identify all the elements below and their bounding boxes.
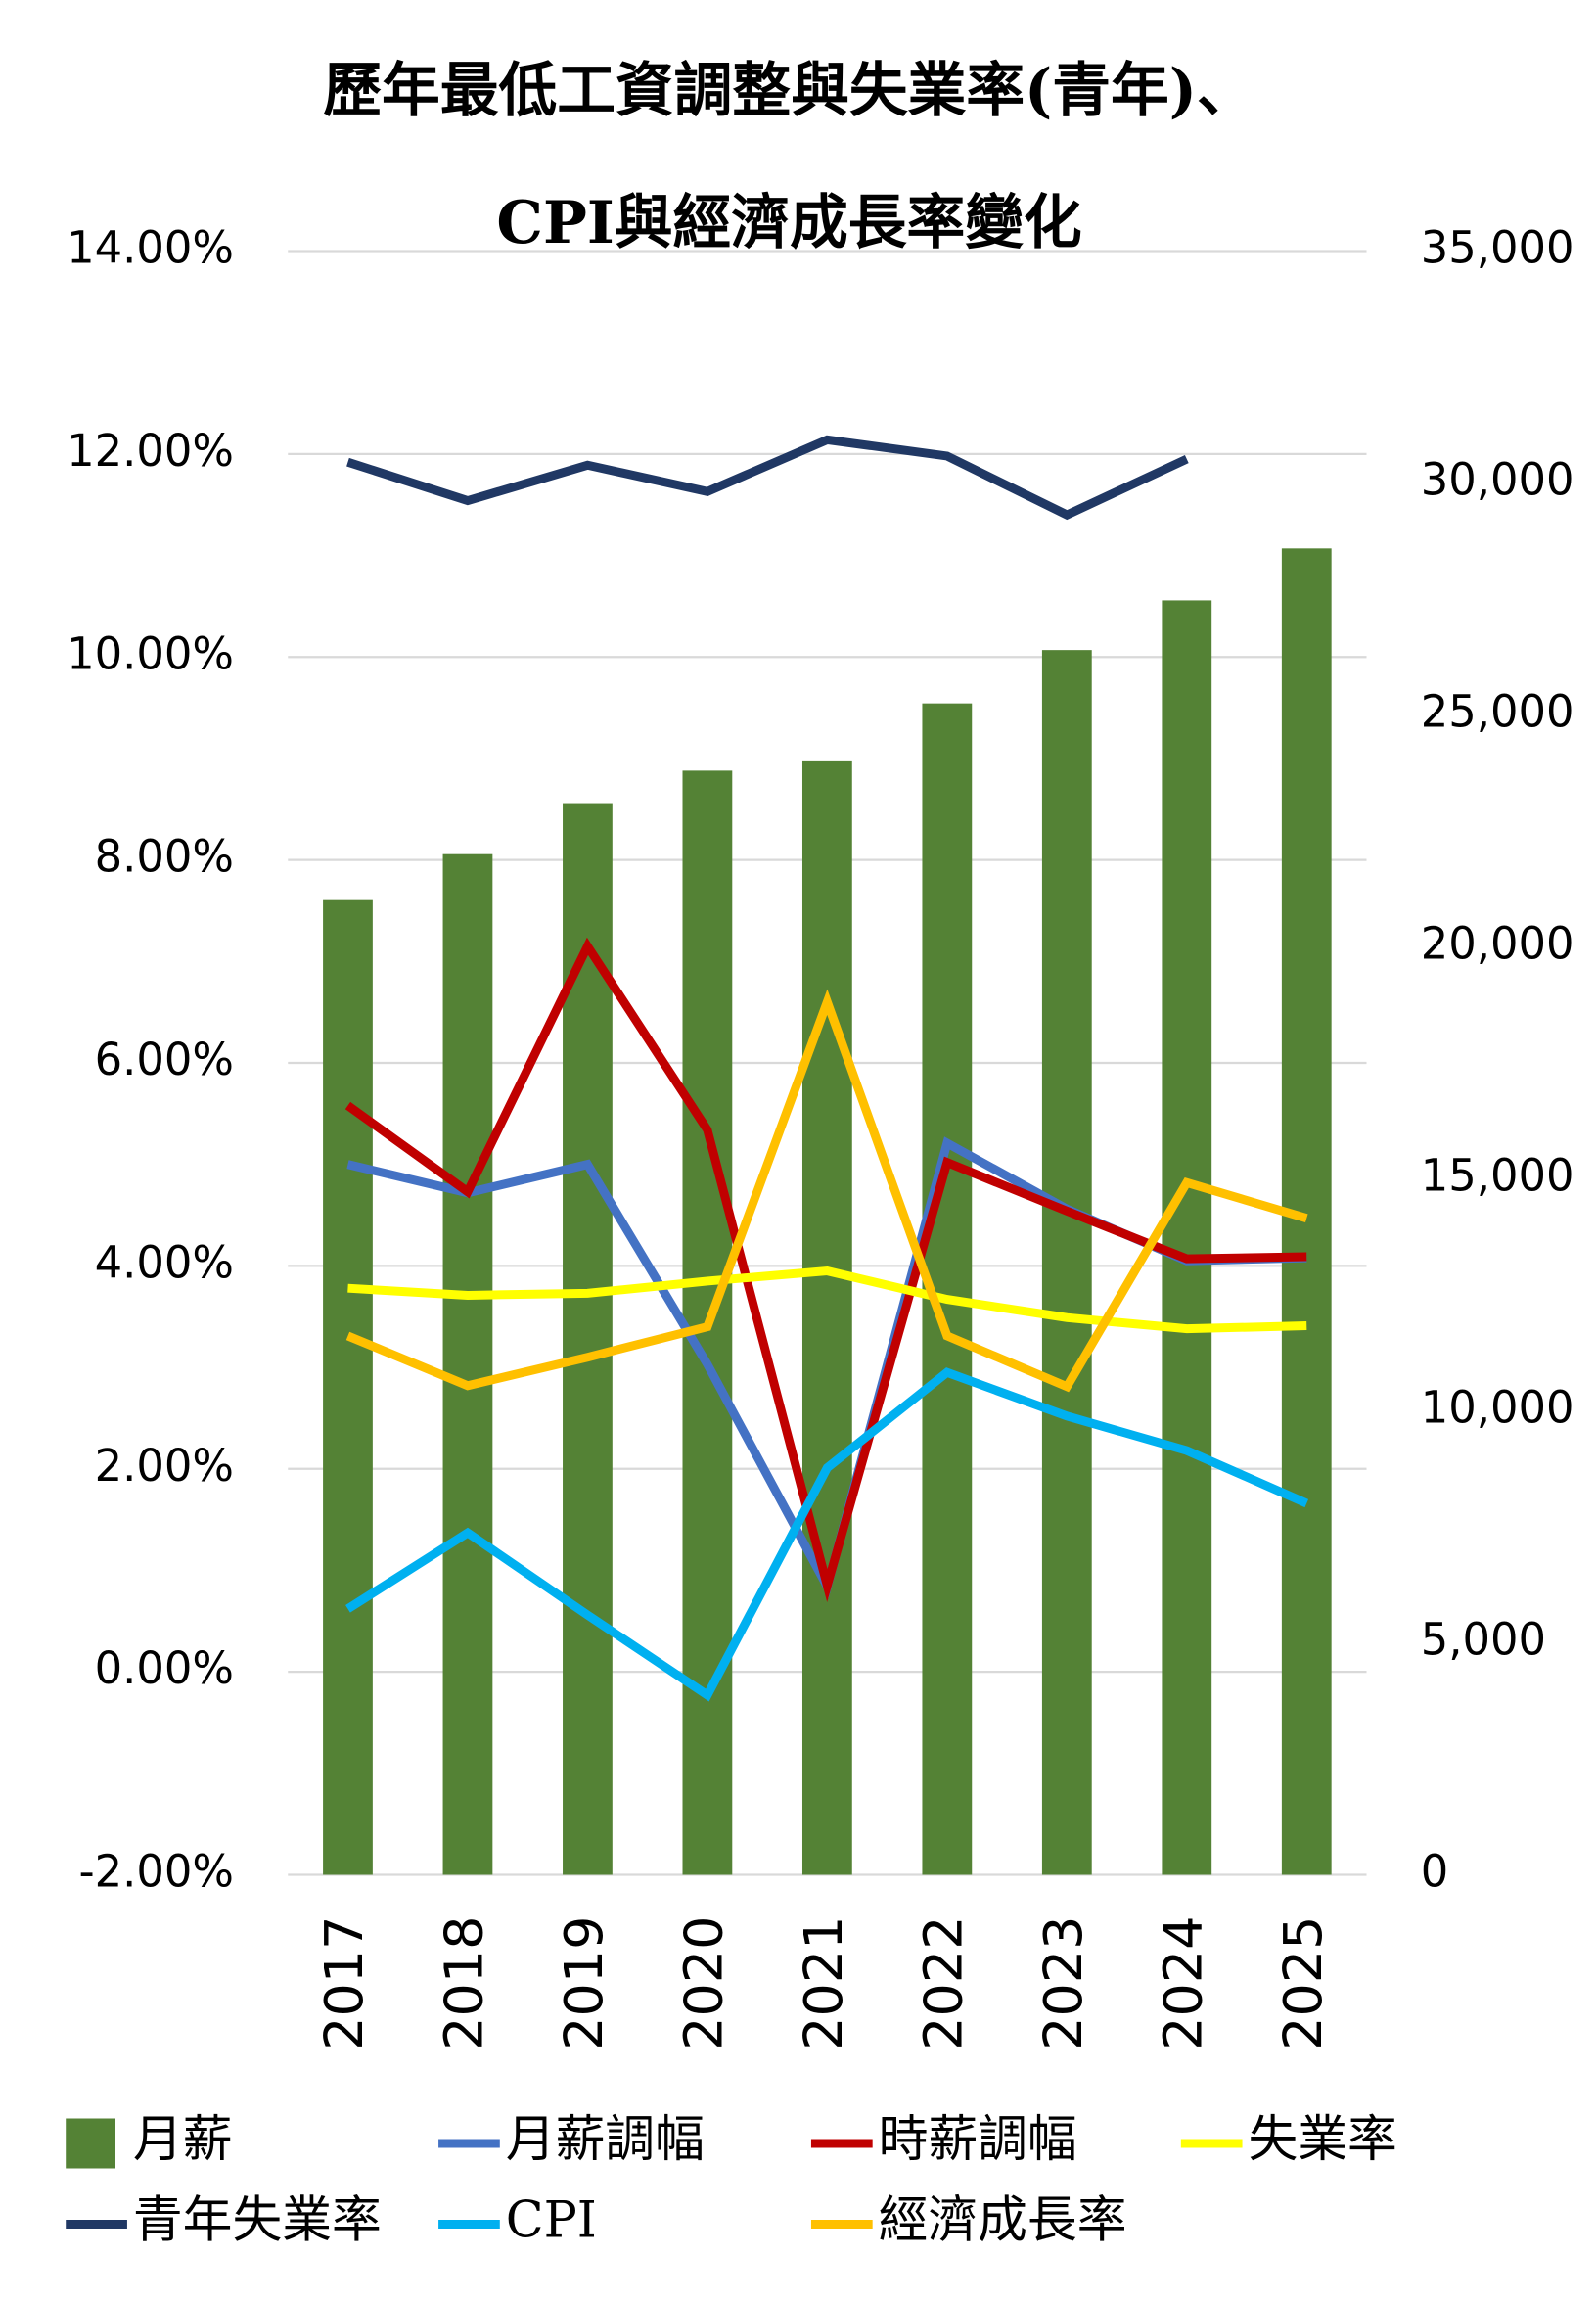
y2-tick-label: 0 xyxy=(1421,1845,1449,1897)
bar xyxy=(801,760,852,1875)
x-tick-label: 2023 xyxy=(1032,1916,1094,2050)
legend-swatch xyxy=(66,2118,115,2169)
legend-label: 月薪調幅 xyxy=(506,2111,705,2169)
y2-tick-label: 5,000 xyxy=(1421,1613,1546,1665)
legend-label: 時薪調幅 xyxy=(879,2111,1077,2169)
x-tick-label: 2019 xyxy=(553,1916,615,2050)
y-tick-label: 14.00% xyxy=(67,221,234,273)
legend-label: 經濟成長率 xyxy=(879,2191,1127,2249)
line xyxy=(345,989,1308,1393)
y2-tick-label: 20,000 xyxy=(1421,917,1574,969)
x-tick-label: 2022 xyxy=(913,1916,975,2050)
line xyxy=(345,1367,1309,1702)
bar xyxy=(323,899,373,1875)
y-tick-label: 0.00% xyxy=(95,1642,234,1694)
bar xyxy=(563,803,613,1875)
legend-label: 失業率 xyxy=(1249,2111,1397,2169)
bar xyxy=(1162,600,1212,1875)
legend-label: CPI xyxy=(506,2191,597,2249)
x-tick-label: 2018 xyxy=(433,1916,495,2050)
line xyxy=(347,1266,1307,1334)
bar xyxy=(1041,650,1092,1875)
x-tick-label: 2025 xyxy=(1272,1916,1334,2050)
line xyxy=(346,435,1189,521)
y-tick-label: 6.00% xyxy=(95,1034,234,1085)
chart-title: CPI與經濟成長率變化 xyxy=(496,189,1081,257)
x-tick-label: 2021 xyxy=(793,1916,854,2050)
y-tick-label: -2.00% xyxy=(79,1845,234,1897)
chart-title: 歷年最低工資調整與失業率(青年)、 xyxy=(323,57,1255,125)
x-tick-label: 2020 xyxy=(673,1916,735,2050)
x-tick-label: 2024 xyxy=(1153,1916,1214,2050)
y-tick-label: 12.00% xyxy=(67,425,234,477)
y-tick-label: 4.00% xyxy=(95,1236,234,1288)
y-tick-label: 2.00% xyxy=(95,1440,234,1492)
y2-tick-label: 30,000 xyxy=(1421,453,1574,505)
y2-tick-label: 10,000 xyxy=(1421,1381,1574,1433)
legend-label: 月薪 xyxy=(133,2111,233,2169)
bar xyxy=(442,853,493,1875)
y2-tick-label: 25,000 xyxy=(1421,685,1574,737)
y-tick-label: 10.00% xyxy=(67,627,234,679)
y2-tick-label: 35,000 xyxy=(1421,221,1574,273)
y-tick-label: 8.00% xyxy=(95,831,234,883)
x-tick-label: 2017 xyxy=(313,1916,375,2050)
y2-tick-label: 15,000 xyxy=(1421,1149,1574,1201)
legend-label: 青年失業率 xyxy=(133,2191,382,2249)
